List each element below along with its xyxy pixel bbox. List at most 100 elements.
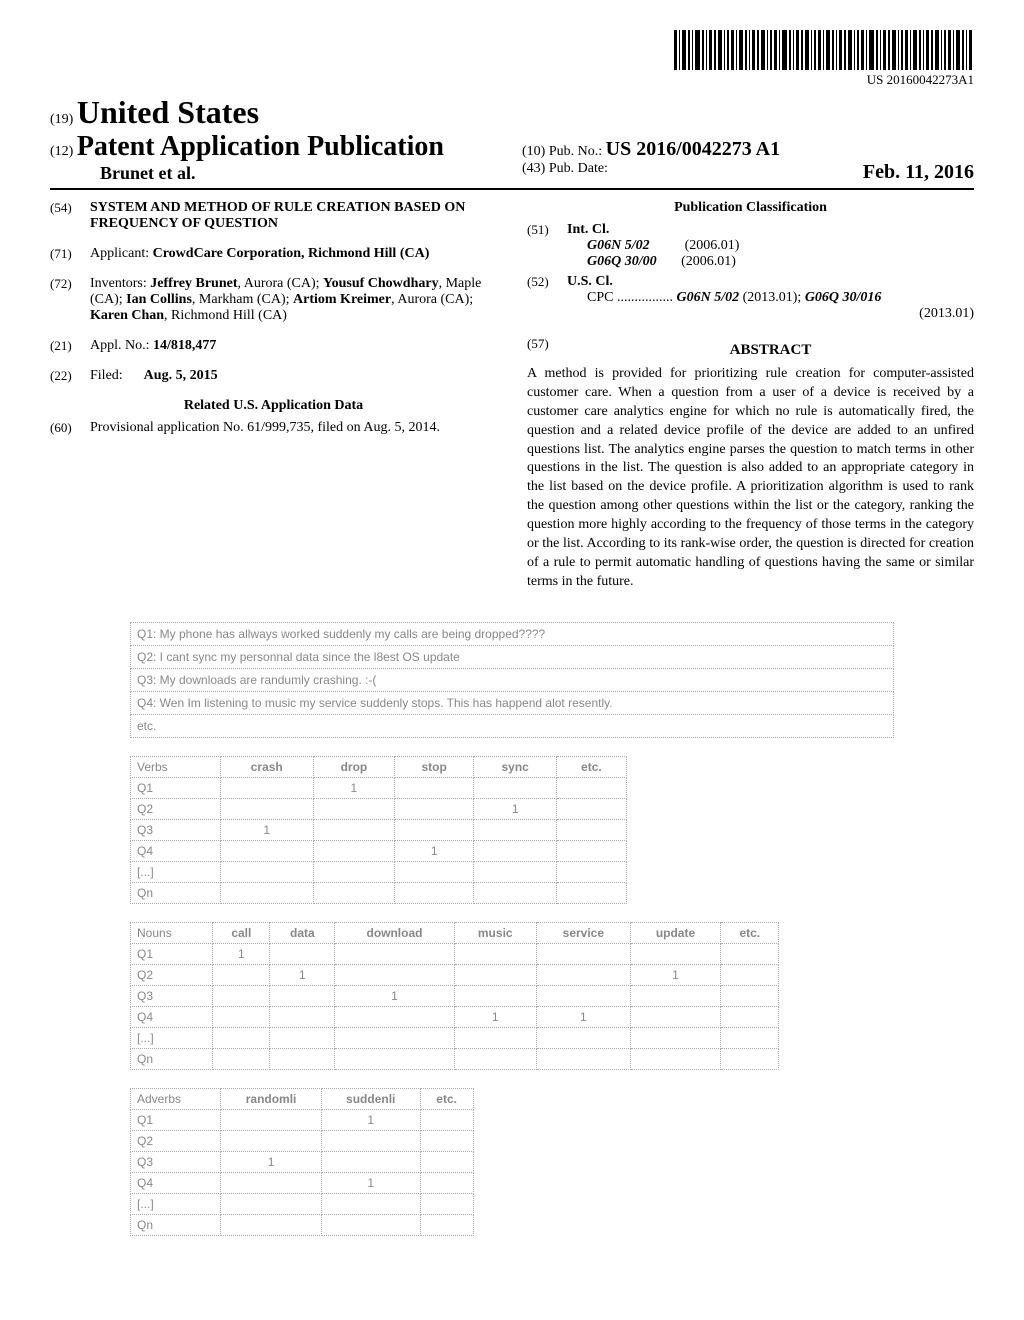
pub-date: Feb. 11, 2016: [863, 161, 974, 184]
code-71: (71): [50, 246, 90, 262]
table-cell: 1: [474, 798, 557, 819]
country: United States: [77, 94, 259, 130]
table-cell: 1: [630, 964, 720, 985]
question-row: Q4: Wen Im listening to music my service…: [131, 691, 894, 714]
cpc-year-1: (2013.01);: [743, 290, 802, 305]
right-column: Publication Classification (51) Int. Cl.…: [527, 200, 974, 592]
table-cell: [213, 964, 270, 985]
table-cell: [454, 985, 536, 1006]
table-cell: [474, 777, 557, 798]
int-cl-year-1: (2006.01): [681, 254, 736, 269]
table-cell: [536, 985, 630, 1006]
column-header: etc.: [721, 922, 779, 943]
table-cell: [420, 1193, 473, 1214]
row-label: Q4: [131, 1172, 221, 1193]
table-cell: [220, 777, 313, 798]
table-cell: [221, 1130, 322, 1151]
code-10: (10): [522, 144, 545, 159]
table-cell: [321, 1214, 420, 1235]
row-label: Q1: [131, 777, 221, 798]
table-cell: [721, 1027, 779, 1048]
table-cell: [221, 1172, 322, 1193]
table-cell: [420, 1172, 473, 1193]
table-cell: [721, 1006, 779, 1027]
bibliographic-columns: (54) SYSTEM AND METHOD OF RULE CREATION …: [50, 200, 974, 592]
table-cell: [536, 1027, 630, 1048]
cpc-label: CPC ................: [587, 290, 673, 305]
appl-no-block: (21) Appl. No.: 14/818,477: [50, 338, 497, 354]
table-cell: 1: [270, 964, 335, 985]
int-cl-code-0: G06N 5/02: [587, 238, 650, 253]
row-label: Q1: [131, 943, 213, 964]
table-cell: [630, 1027, 720, 1048]
abstract-text: A method is provided for prioritizing ru…: [527, 365, 974, 592]
cpc-year-2: (2013.01): [567, 306, 974, 322]
applicant-label: Applicant:: [90, 246, 149, 261]
table-cell: [395, 861, 474, 882]
column-header: update: [630, 922, 720, 943]
header-row: (19) United States (12) Patent Applicati…: [50, 94, 974, 190]
table-cell: [221, 1193, 322, 1214]
nouns-table: Nounscalldatadownloadmusicserviceupdatee…: [130, 922, 779, 1070]
table-cell: [395, 819, 474, 840]
table-title: Verbs: [131, 756, 221, 777]
abstract-title: ABSTRACT: [567, 342, 974, 359]
row-label: Q4: [131, 1006, 213, 1027]
column-header: stop: [395, 756, 474, 777]
table-cell: [420, 1151, 473, 1172]
table-cell: [313, 861, 395, 882]
row-label: [...]: [131, 1193, 221, 1214]
question-row: Q3: My downloads are randumly crashing. …: [131, 668, 894, 691]
table-cell: [630, 943, 720, 964]
question-row: etc.: [131, 714, 894, 737]
code-52: (52): [527, 274, 567, 322]
us-cl-block: (52) U.S. Cl. CPC ................ G06N …: [527, 274, 974, 322]
code-54: (54): [50, 200, 90, 232]
row-label: Qn: [131, 1214, 221, 1235]
table-cell: [630, 1048, 720, 1069]
authors: Brunet et al.: [50, 163, 502, 184]
header-right: (10) Pub. No.: US 2016/0042273 A1 (43) P…: [502, 138, 974, 184]
cpc-code-1: G06N 5/02: [676, 290, 739, 305]
patent-page: US 20160042273A1 (19) United States (12)…: [0, 0, 1024, 1284]
column-header: call: [213, 922, 270, 943]
table-cell: [221, 1214, 322, 1235]
int-cl-label: Int. Cl.: [567, 222, 609, 237]
table-title: Nouns: [131, 922, 213, 943]
int-cl-block: (51) Int. Cl. G06N 5/02 (2006.01) G06Q 3…: [527, 222, 974, 270]
table-cell: [395, 777, 474, 798]
table-cell: [321, 1151, 420, 1172]
table-cell: [313, 798, 395, 819]
table-cell: [454, 943, 536, 964]
pub-no: US 2016/0042273 A1: [606, 138, 780, 160]
table-cell: 1: [213, 943, 270, 964]
table-cell: [395, 798, 474, 819]
table-cell: [557, 798, 626, 819]
table-cell: [454, 964, 536, 985]
table-cell: [420, 1109, 473, 1130]
header-left: (19) United States (12) Patent Applicati…: [50, 94, 502, 184]
code-12: (12): [50, 144, 73, 159]
table-cell: [536, 1048, 630, 1069]
table-cell: [474, 840, 557, 861]
questions-table: Q1: My phone has allways worked suddenly…: [130, 622, 894, 738]
row-label: Q1: [131, 1109, 221, 1130]
table-cell: [335, 1027, 454, 1048]
table-cell: [213, 1027, 270, 1048]
table-cell: [220, 840, 313, 861]
appl-no-label: Appl. No.:: [90, 338, 150, 353]
table-cell: [474, 819, 557, 840]
table-cell: [536, 943, 630, 964]
table-cell: [313, 840, 395, 861]
question-row: Q1: My phone has allways worked suddenly…: [131, 622, 894, 645]
left-column: (54) SYSTEM AND METHOD OF RULE CREATION …: [50, 200, 497, 592]
related-app-title: Related U.S. Application Data: [50, 398, 497, 414]
table-cell: 1: [454, 1006, 536, 1027]
column-header: drop: [313, 756, 395, 777]
verbs-table: Verbscrashdropstopsyncetc. Q11Q21Q31Q41[…: [130, 756, 627, 904]
table-cell: 1: [395, 840, 474, 861]
table-cell: [321, 1193, 420, 1214]
table-cell: [721, 1048, 779, 1069]
table-cell: 1: [536, 1006, 630, 1027]
table-cell: [721, 964, 779, 985]
